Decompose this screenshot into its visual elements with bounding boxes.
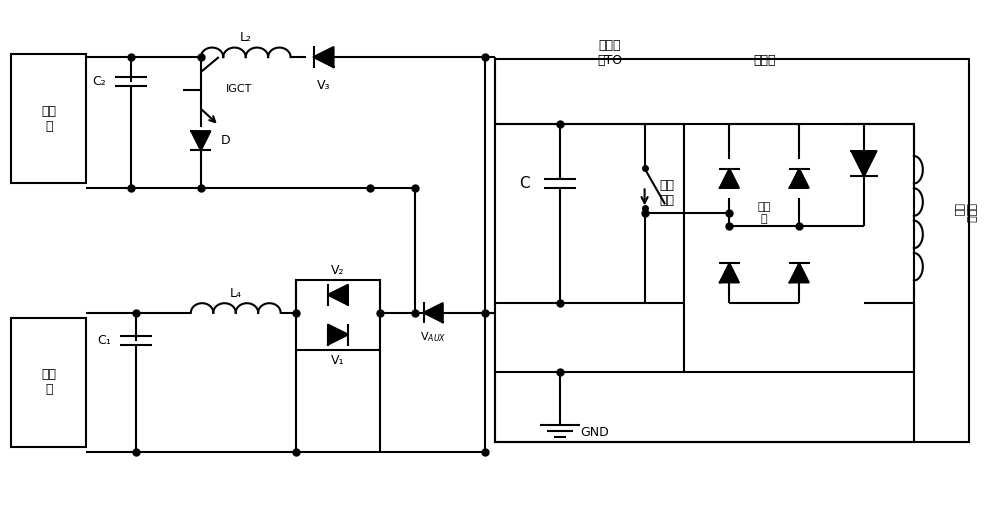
- Bar: [684, 124, 914, 372]
- Bar: [11, 54, 86, 183]
- Text: IGCT: IGCT: [226, 84, 252, 94]
- Polygon shape: [328, 285, 348, 305]
- Text: L₂: L₂: [240, 31, 252, 44]
- Text: V₂: V₂: [331, 264, 345, 277]
- Polygon shape: [191, 131, 210, 150]
- Text: C₂: C₂: [92, 76, 106, 89]
- Text: 试品装
置TO: 试品装 置TO: [597, 39, 622, 67]
- Text: 电力变
压器: 电力变 压器: [954, 203, 975, 223]
- Polygon shape: [852, 151, 876, 176]
- Text: 充电
机: 充电 机: [41, 105, 56, 133]
- Bar: [495, 59, 969, 442]
- Polygon shape: [314, 47, 333, 67]
- Text: L₄: L₄: [230, 287, 242, 300]
- Bar: [11, 318, 86, 447]
- Text: 快速
开关: 快速 开关: [660, 179, 675, 207]
- Polygon shape: [720, 264, 739, 282]
- Bar: [296, 280, 380, 350]
- Polygon shape: [424, 303, 443, 322]
- Polygon shape: [790, 264, 809, 282]
- Polygon shape: [328, 325, 348, 344]
- Bar: [495, 124, 684, 372]
- Text: 充电
机: 充电 机: [41, 368, 56, 396]
- Text: GND: GND: [580, 426, 609, 439]
- Text: C: C: [519, 176, 530, 191]
- Text: V$_{AUX}$: V$_{AUX}$: [420, 330, 446, 344]
- Text: V₁: V₁: [331, 354, 345, 367]
- Text: D: D: [221, 134, 230, 147]
- Text: 整流桥: 整流桥: [753, 54, 776, 67]
- Text: V₃: V₃: [317, 79, 330, 92]
- Polygon shape: [720, 169, 739, 188]
- Text: 限流
阻: 限流 阻: [758, 203, 771, 224]
- Text: C₁: C₁: [97, 334, 111, 347]
- Polygon shape: [790, 169, 809, 188]
